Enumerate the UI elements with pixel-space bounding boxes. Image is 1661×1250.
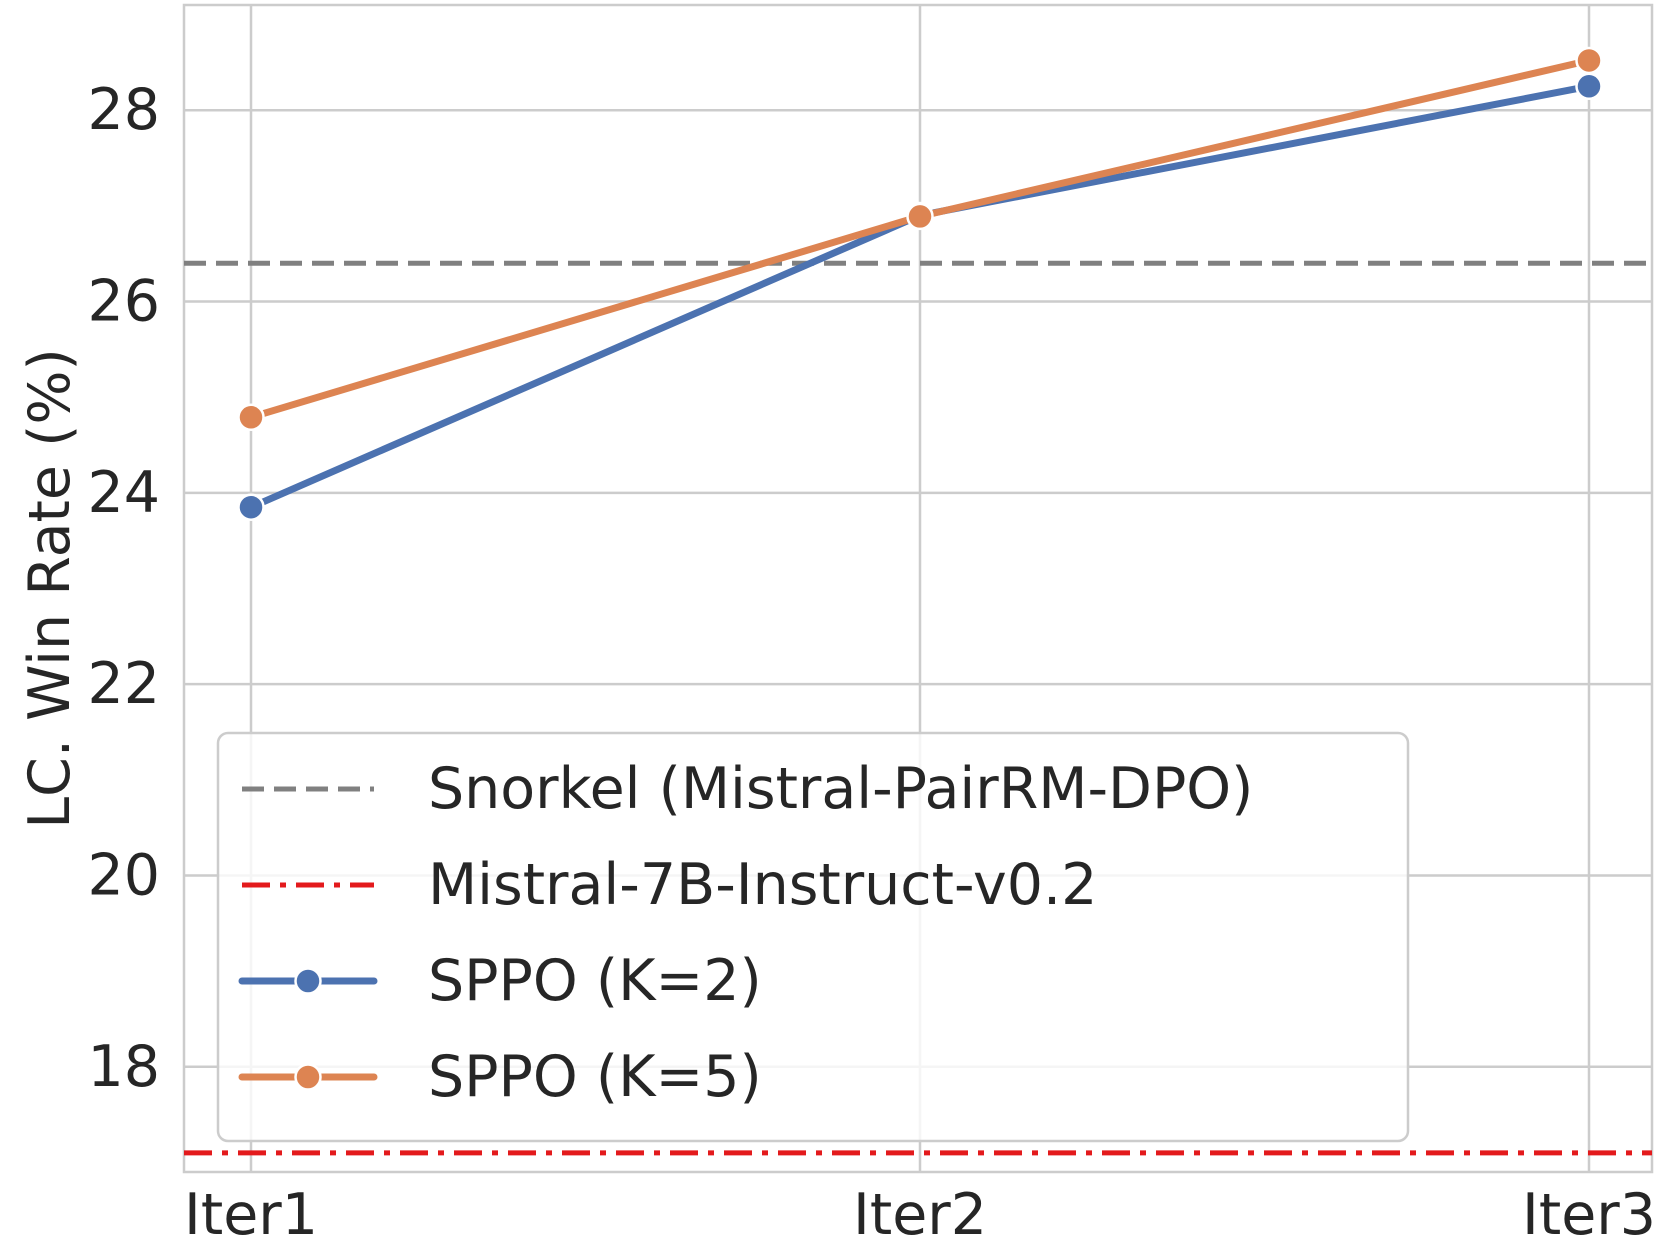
legend-entry: Snorkel (Mistral-PairRM-DPO) [242,756,1253,822]
y-tick-label: 18 [87,1034,160,1100]
y-tick-label: 28 [87,77,160,143]
data-point [1575,72,1603,101]
y-tick-label: 24 [87,460,160,526]
series [237,46,1603,521]
legend-entry: SPPO (K=5) [238,1044,762,1110]
x-tick-label: Iter1 [184,1182,318,1248]
data-point [906,202,934,231]
y-tick-label: 22 [87,651,160,717]
legend-label: Snorkel (Mistral-PairRM-DPO) [428,756,1253,822]
data-point [237,493,265,521]
legend-entry: SPPO (K=2) [238,948,762,1014]
y-tick-label: 20 [87,842,160,908]
legend-entry: Mistral-7B-Instruct-v0.2 [242,852,1097,918]
y-axis-label: LC. Win Rate (%) [17,348,83,828]
x-tick-label: Iter2 [853,1182,987,1248]
legend-box [216,731,1410,1143]
y-tick-labels: 18 20 22 24 26 28 [87,77,160,1100]
legend-label: SPPO (K=5) [428,1044,762,1110]
x-tick-labels: Iter1 Iter2 Iter3 [184,1182,1656,1248]
legend: Snorkel (Mistral-PairRM-DPO) Mistral-7B-I… [216,731,1410,1143]
legend-label: SPPO (K=2) [428,948,762,1014]
reference-lines [184,260,1652,1156]
data-point [237,403,265,432]
axes-frame [182,3,1654,1174]
y-tick-label: 26 [87,269,160,335]
x-tick-label: Iter3 [1522,1182,1656,1248]
plot-area-border [182,3,1654,1174]
legend-swatch-marker [294,967,322,995]
legend-swatch-marker [294,1063,322,1091]
data-point [1575,46,1603,75]
legend-label: Mistral-7B-Instruct-v0.2 [428,852,1097,918]
